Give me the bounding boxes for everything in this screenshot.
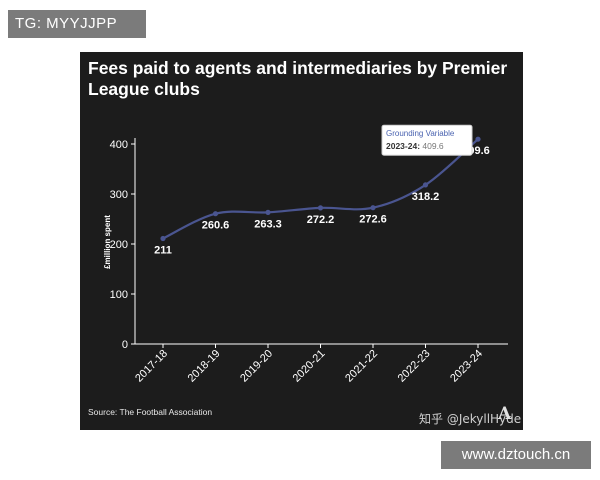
- tooltip-value: 409.6: [422, 141, 444, 151]
- x-tick-label: 2020-21: [291, 348, 328, 385]
- x-tick-label: 2021-22: [343, 348, 380, 385]
- data-point: [317, 205, 324, 211]
- data-label: 211: [154, 245, 172, 257]
- data-label: 260.6: [202, 220, 230, 232]
- x-tick-label: 2022-23: [396, 348, 433, 385]
- y-tick-label: 0: [122, 339, 128, 351]
- chart-title: Fees paid to agents and intermediaries b…: [88, 58, 508, 99]
- y-axis-title: £million spent: [103, 215, 112, 269]
- tooltip-series-name: Grounding Variable: [386, 129, 455, 138]
- y-tick-label: 200: [110, 239, 128, 251]
- watermark-tag: TG: MYYJJPP: [8, 10, 146, 38]
- data-point: [265, 209, 271, 215]
- data-label: 318.2: [412, 191, 440, 203]
- x-tick-label: 2023-24: [448, 348, 485, 385]
- data-point: [422, 182, 429, 188]
- y-tick-label: 100: [110, 289, 128, 301]
- data-point: [212, 211, 219, 217]
- chart-card: Fees paid to agents and intermediaries b…: [80, 52, 523, 430]
- data-label: 272.6: [359, 214, 387, 226]
- data-label: 272.2: [307, 214, 335, 226]
- tooltip-value-line: 2023-24: 409.6: [386, 141, 444, 151]
- data-label: 263.3: [254, 218, 282, 230]
- line-chart: 0 100 200 300 400 £million spent 2017-18 2018-1…: [103, 124, 508, 385]
- source-note: Source: The Football Association: [88, 407, 213, 417]
- x-tick-label: 2019-20: [238, 348, 275, 385]
- tooltip: Grounding Variable 2023-24: 409.6: [381, 124, 473, 156]
- y-tick-label: 400: [110, 139, 128, 151]
- data-point: [160, 235, 166, 242]
- x-tick-label: 2017-18: [133, 348, 170, 385]
- y-tick-label: 300: [110, 189, 128, 201]
- data-point: [370, 205, 376, 211]
- tooltip-label: 2023-24:: [386, 141, 422, 151]
- data-point: [475, 136, 481, 142]
- site-watermark: www.dztouch.cn: [441, 441, 591, 469]
- x-tick-label: 2018-19: [186, 348, 223, 385]
- tooltip-box: [381, 124, 473, 156]
- brand-logo-icon: A: [498, 404, 512, 424]
- credit-watermark: 知乎 @JekyllHyde: [419, 412, 522, 426]
